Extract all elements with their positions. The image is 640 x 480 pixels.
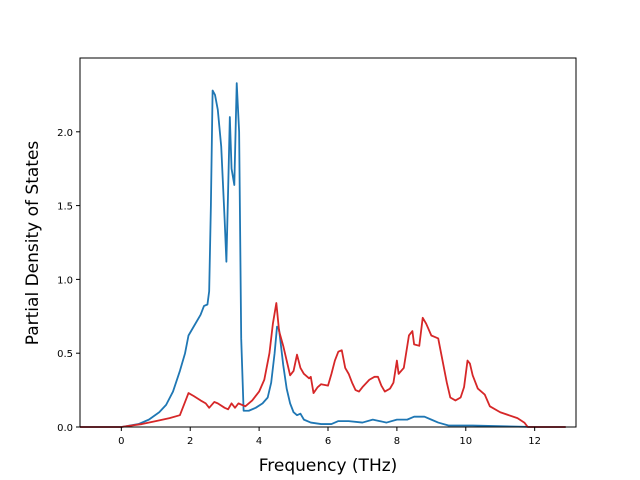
x-tick-label: 4 xyxy=(256,436,262,447)
y-tick-label: 1.5 xyxy=(57,202,73,213)
y-tick-label: 0.5 xyxy=(57,349,73,360)
x-tick-label: 0 xyxy=(118,436,124,447)
x-tick-label: 10 xyxy=(459,436,472,447)
axes-layer: 0 2 4 6 8 10 12 0.0 0.5 1.0 1.5 2.0 xyxy=(57,57,577,447)
y-tick-label: 1.0 xyxy=(57,275,73,286)
y-tick-label: 0.0 xyxy=(57,423,73,434)
x-tick-label: 12 xyxy=(528,436,541,447)
series-line-2 xyxy=(80,302,566,428)
series-line-1 xyxy=(80,82,566,428)
y-tick-label: 2.0 xyxy=(57,128,73,139)
x-tick-label: 2 xyxy=(187,436,193,447)
plot-frame xyxy=(79,57,577,428)
x-tick-label: 6 xyxy=(325,436,331,447)
series-layer xyxy=(80,82,566,428)
y-axis-title: Partial Density of States xyxy=(23,141,43,346)
x-tick-label: 8 xyxy=(394,436,400,447)
x-axis-title: Frequency (THz) xyxy=(259,456,398,476)
